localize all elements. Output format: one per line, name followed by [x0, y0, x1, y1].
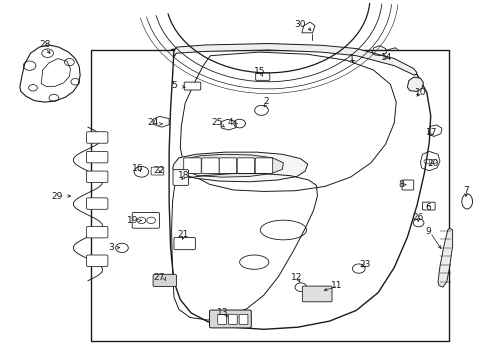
Text: 28: 28 — [40, 40, 51, 49]
Text: 20: 20 — [427, 159, 438, 168]
FancyBboxPatch shape — [255, 73, 269, 80]
FancyBboxPatch shape — [237, 158, 254, 174]
FancyBboxPatch shape — [86, 226, 108, 238]
Polygon shape — [437, 228, 452, 287]
FancyBboxPatch shape — [219, 158, 236, 174]
Text: 14: 14 — [381, 53, 392, 62]
FancyBboxPatch shape — [173, 170, 188, 185]
Text: 7: 7 — [463, 186, 468, 195]
Text: 10: 10 — [414, 88, 426, 97]
Text: 29: 29 — [52, 192, 63, 201]
Text: 30: 30 — [294, 20, 305, 29]
FancyBboxPatch shape — [401, 180, 413, 190]
Text: 4: 4 — [226, 118, 232, 127]
FancyBboxPatch shape — [86, 132, 108, 143]
FancyBboxPatch shape — [132, 212, 159, 228]
Text: 8: 8 — [397, 180, 403, 189]
FancyBboxPatch shape — [217, 314, 226, 324]
Text: 22: 22 — [153, 166, 164, 175]
Text: 1: 1 — [348, 54, 354, 63]
Text: 12: 12 — [291, 273, 302, 282]
Text: 3: 3 — [108, 243, 113, 252]
FancyBboxPatch shape — [86, 152, 108, 163]
Text: 15: 15 — [254, 67, 265, 76]
Text: 25: 25 — [211, 118, 222, 127]
Text: 11: 11 — [330, 281, 342, 290]
FancyBboxPatch shape — [209, 310, 251, 328]
FancyBboxPatch shape — [302, 286, 331, 302]
Text: 6: 6 — [425, 203, 430, 212]
Text: 23: 23 — [359, 260, 370, 269]
FancyBboxPatch shape — [183, 158, 201, 174]
Text: 21: 21 — [177, 230, 188, 239]
Polygon shape — [172, 152, 307, 182]
Text: 2: 2 — [263, 97, 268, 106]
FancyBboxPatch shape — [184, 82, 201, 90]
Text: 17: 17 — [426, 128, 437, 137]
FancyBboxPatch shape — [201, 158, 219, 174]
FancyBboxPatch shape — [86, 171, 108, 183]
Text: 16: 16 — [131, 164, 143, 173]
Text: 9: 9 — [425, 227, 430, 236]
FancyBboxPatch shape — [91, 50, 448, 341]
Text: 13: 13 — [216, 308, 228, 317]
FancyBboxPatch shape — [86, 198, 108, 209]
FancyBboxPatch shape — [228, 314, 237, 324]
Polygon shape — [184, 154, 283, 177]
Polygon shape — [407, 77, 423, 91]
FancyBboxPatch shape — [153, 274, 176, 287]
Text: 18: 18 — [178, 171, 189, 180]
FancyBboxPatch shape — [86, 255, 108, 266]
FancyBboxPatch shape — [174, 238, 195, 249]
Text: 24: 24 — [147, 118, 159, 127]
Text: 19: 19 — [127, 216, 138, 225]
Text: 5: 5 — [171, 81, 177, 90]
FancyBboxPatch shape — [151, 167, 163, 175]
FancyBboxPatch shape — [255, 158, 272, 174]
Text: 26: 26 — [411, 213, 423, 222]
Text: 27: 27 — [153, 273, 164, 282]
FancyBboxPatch shape — [239, 314, 247, 324]
FancyBboxPatch shape — [422, 202, 434, 210]
Polygon shape — [174, 44, 416, 75]
